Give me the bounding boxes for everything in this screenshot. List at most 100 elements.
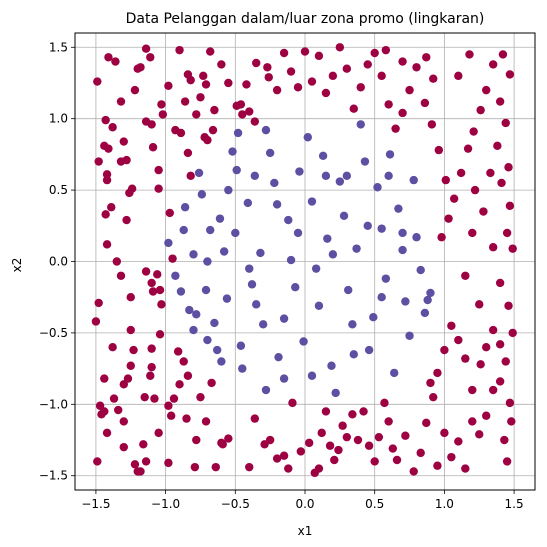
data-point-outside	[504, 163, 513, 172]
data-point-outside	[482, 85, 491, 95]
data-point-outside	[127, 184, 137, 193]
data-point-inside	[164, 238, 173, 248]
data-point-outside	[250, 414, 260, 423]
data-point-outside	[441, 175, 450, 185]
data-point-inside	[352, 244, 361, 253]
data-point-inside	[189, 250, 198, 259]
data-point-outside	[157, 100, 166, 109]
data-point-outside	[500, 435, 509, 445]
data-point-outside	[498, 50, 508, 59]
data-point-inside	[384, 171, 393, 181]
data-point-outside	[146, 371, 155, 380]
data-point-inside	[293, 228, 303, 238]
data-point-outside	[449, 194, 459, 203]
data-point-outside	[440, 345, 449, 355]
x-tick-label: −0.5	[221, 497, 250, 511]
data-point-inside	[238, 364, 247, 373]
data-point-outside	[476, 105, 485, 115]
data-point-inside	[373, 183, 382, 192]
data-point-outside	[146, 53, 155, 62]
data-point-inside	[261, 385, 271, 395]
data-point-outside	[288, 398, 297, 408]
data-point-outside	[440, 428, 449, 438]
data-point-inside	[303, 133, 312, 142]
data-point-inside	[194, 168, 204, 178]
data-point-inside	[171, 271, 180, 280]
data-point-outside	[141, 44, 151, 53]
data-point-inside	[189, 325, 198, 335]
data-point-inside	[311, 264, 321, 273]
data-point-inside	[299, 337, 308, 346]
data-point-outside	[201, 80, 211, 89]
data-point-outside	[245, 107, 254, 116]
x-tick-label: 0.5	[365, 497, 384, 511]
data-point-outside	[501, 357, 510, 366]
data-point-outside	[100, 407, 109, 416]
data-point-outside	[119, 417, 128, 426]
data-point-outside	[183, 148, 193, 158]
data-point-outside	[398, 108, 407, 118]
data-point-outside	[104, 144, 113, 153]
data-point-inside	[185, 305, 194, 315]
data-point-outside	[265, 435, 275, 445]
data-point-inside	[210, 318, 219, 328]
data-point-outside	[102, 170, 112, 179]
data-point-outside	[377, 71, 386, 81]
data-point-outside	[141, 267, 151, 276]
data-point-outside	[94, 157, 103, 166]
data-point-outside	[321, 88, 331, 98]
data-point-outside	[401, 431, 410, 440]
data-point-outside	[488, 60, 498, 69]
data-point-outside	[154, 184, 163, 193]
data-point-outside	[391, 124, 400, 133]
data-point-outside	[488, 243, 498, 252]
data-point-outside	[165, 208, 174, 218]
data-point-outside	[192, 435, 201, 445]
data-point-outside	[461, 464, 470, 473]
data-point-outside	[482, 411, 491, 420]
data-point-outside	[186, 171, 195, 181]
data-point-outside	[217, 60, 226, 69]
data-point-outside	[505, 70, 515, 79]
data-point-inside	[179, 225, 188, 235]
data-point-inside	[224, 185, 233, 195]
data-point-inside	[331, 388, 340, 398]
data-point-outside	[196, 392, 205, 402]
data-point-outside	[173, 347, 183, 356]
data-point-outside	[307, 77, 317, 86]
data-point-outside	[495, 340, 505, 349]
data-point-outside	[129, 345, 138, 355]
data-point-outside	[284, 464, 293, 473]
data-point-inside	[307, 197, 317, 206]
data-point-outside	[104, 53, 113, 62]
data-point-inside	[318, 151, 328, 161]
data-point-outside	[508, 244, 517, 253]
data-point-outside	[279, 48, 289, 58]
data-point-outside	[126, 361, 135, 370]
data-point-inside	[215, 214, 225, 223]
data-point-outside	[370, 48, 379, 58]
data-point-outside	[263, 63, 272, 72]
data-point-outside	[296, 447, 306, 456]
data-point-outside	[470, 185, 480, 195]
x-tick-label: 0.0	[295, 497, 314, 511]
data-point-inside	[409, 175, 418, 185]
data-point-outside	[114, 405, 123, 415]
data-point-outside	[314, 464, 324, 473]
data-point-inside	[222, 294, 232, 303]
data-point-inside	[323, 234, 332, 243]
data-point-outside	[264, 73, 273, 82]
data-point-outside	[116, 97, 126, 106]
data-point-outside	[155, 330, 165, 339]
data-point-outside	[468, 417, 477, 426]
x-tick-label: −1.5	[81, 497, 110, 511]
data-point-outside	[468, 385, 477, 395]
data-point-inside	[405, 331, 414, 340]
data-point-outside	[245, 462, 254, 472]
data-point-inside	[364, 345, 374, 355]
data-point-outside	[488, 325, 498, 335]
data-point-outside	[93, 77, 102, 86]
y-tick-label: −0.5	[39, 326, 68, 340]
data-point-inside	[180, 203, 190, 212]
data-point-outside	[164, 81, 173, 91]
